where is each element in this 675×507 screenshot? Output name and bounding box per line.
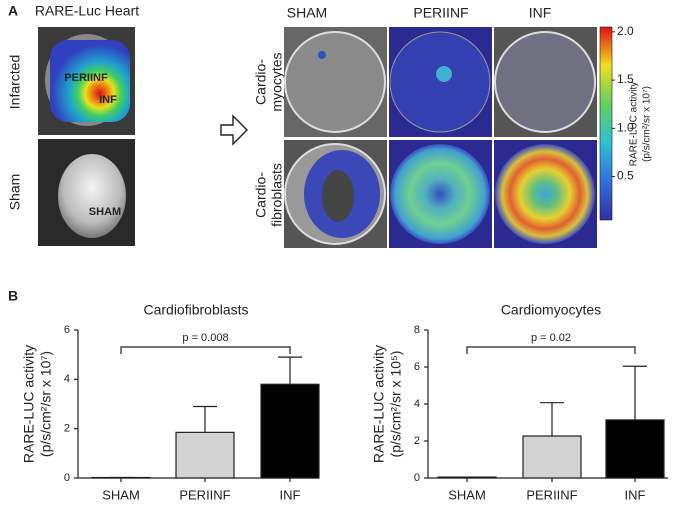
panel-label: A	[8, 3, 18, 19]
y-tick-label: 2	[64, 423, 70, 435]
dish-row-label: Cardio-	[253, 59, 269, 105]
y-tick-label: 6	[64, 324, 70, 336]
dish-row-label: myocytes	[269, 52, 285, 111]
dish-row-label: fibroblasts	[269, 163, 285, 227]
column-header: SHAM	[287, 5, 327, 21]
annotation: p = 0.02	[531, 332, 571, 344]
y-tick-label: 6	[414, 361, 420, 373]
colorbar-tick-label: 0.5	[617, 169, 634, 183]
heart-shape	[58, 154, 126, 238]
colorbar-label: RARE-LUC activity	[629, 82, 640, 166]
heart-label: INF	[99, 94, 117, 106]
x-tick-label: PERIINF	[526, 487, 577, 502]
bar	[437, 476, 497, 479]
chart-title: Cardiomyocytes	[501, 302, 601, 318]
heart-label: PERIINF	[64, 72, 108, 84]
y-tick-label: 8	[414, 324, 420, 336]
arrow	[220, 114, 248, 146]
row-label: Sham	[7, 174, 23, 211]
heart-label: SHAM	[89, 206, 121, 218]
y-tick-label: 4	[64, 373, 70, 385]
y-axis-label: RARE-LUC activity	[371, 345, 387, 463]
bar	[175, 431, 235, 479]
colorbar-tick-label: 2.0	[617, 24, 634, 38]
colorbar-tick-label: 1.5	[617, 72, 634, 86]
bar	[522, 435, 582, 479]
significance-bracket	[120, 346, 291, 354]
y-tick-label: 0	[64, 472, 70, 484]
y-tick-label: 4	[414, 398, 420, 410]
x-tick-label: SHAM	[448, 487, 486, 502]
x-tick-label: SHAM	[102, 487, 140, 502]
heart-title: RARE-Luc Heart	[35, 3, 139, 19]
significance-bracket	[466, 346, 636, 354]
y-axis-label: (p/s/cm²/sr x 10⁵)	[388, 351, 404, 458]
bar	[260, 383, 320, 479]
colorbar-label: (p/s/cm²/sr x 10⁷)	[642, 86, 653, 162]
y-axis-label: (p/s/cm²/sr x 10⁷)	[38, 351, 54, 457]
column-header: INF	[529, 5, 552, 21]
chart-title: Cardiofibroblasts	[143, 302, 248, 318]
y-tick-label: 0	[414, 472, 420, 484]
x-tick-label: INF	[625, 487, 646, 502]
annotation: p = 0.008	[182, 332, 228, 344]
column-header: PERIINF	[413, 5, 468, 21]
panel-label: B	[8, 288, 18, 304]
row-label: Infarcted	[7, 55, 23, 109]
y-axis-label: RARE-LUC activity	[21, 345, 37, 463]
y-tick-label: 2	[414, 435, 420, 447]
dish-row-label: Cardio-	[253, 172, 269, 218]
x-tick-label: PERIINF	[179, 487, 230, 502]
bar	[605, 419, 665, 479]
colorbar-tick-label: 1.0	[617, 120, 634, 134]
heart-signal	[50, 40, 130, 122]
colorbar	[599, 26, 613, 221]
x-tick-label: INF	[280, 487, 301, 502]
dish-grid	[284, 27, 597, 248]
